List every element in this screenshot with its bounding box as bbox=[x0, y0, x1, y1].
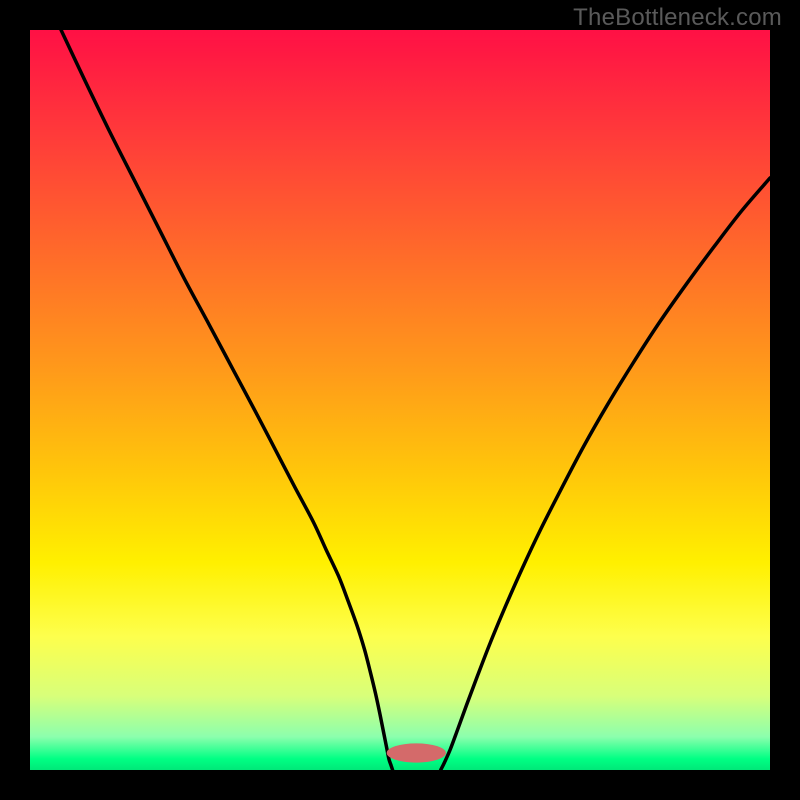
plot-area bbox=[30, 30, 770, 770]
chart-svg bbox=[30, 30, 770, 770]
marker-group bbox=[387, 743, 446, 762]
chart-frame: TheBottleneck.com bbox=[0, 0, 800, 800]
gradient-background bbox=[30, 30, 770, 770]
watermark-text: TheBottleneck.com bbox=[573, 4, 782, 32]
bottleneck-marker bbox=[387, 743, 446, 762]
